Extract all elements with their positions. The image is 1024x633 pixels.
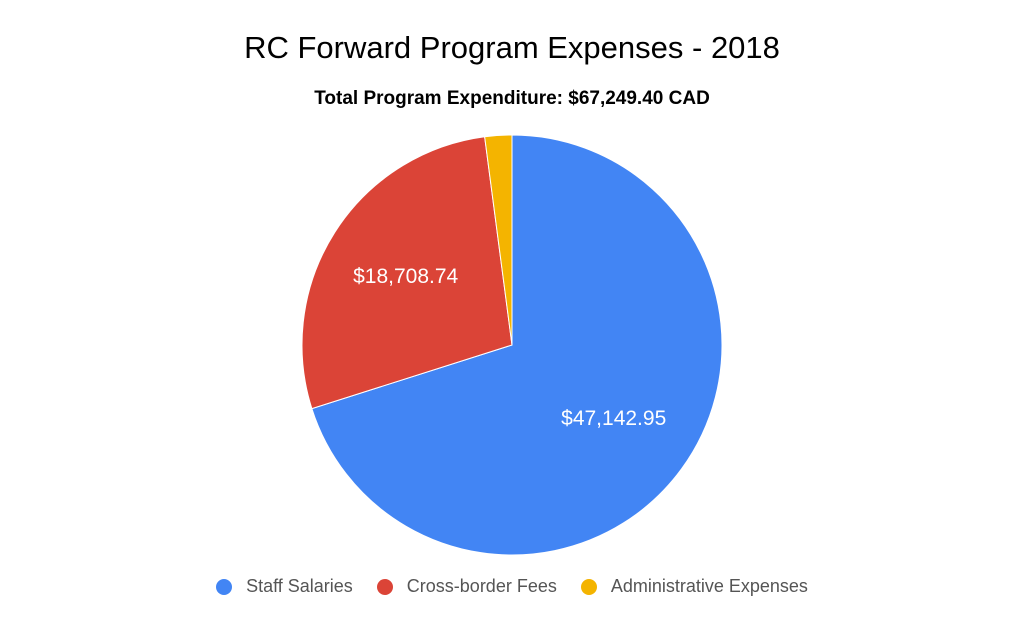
legend: Staff Salaries Cross-border Fees Adminis… bbox=[0, 576, 1024, 597]
legend-label-cross-border-fees: Cross-border Fees bbox=[406, 576, 557, 596]
legend-swatch-cross-border-fees bbox=[376, 578, 393, 595]
pie-slice-administrative-expenses[interactable] bbox=[484, 134, 513, 346]
legend-item-cross-border-fees[interactable]: Cross-border Fees bbox=[376, 576, 557, 597]
legend-item-administrative-expenses[interactable]: Administrative Expenses bbox=[580, 576, 808, 597]
legend-swatch-administrative-expenses bbox=[580, 578, 597, 595]
legend-swatch-staff-salaries bbox=[216, 578, 233, 595]
legend-label-staff-salaries: Staff Salaries bbox=[246, 576, 353, 596]
chart-subtitle: Total Program Expenditure: $67,249.40 CA… bbox=[314, 88, 710, 109]
slice-label-cross-border-fees: $18,708.74 bbox=[353, 265, 458, 288]
pie-slice-staff-salaries[interactable] bbox=[311, 134, 723, 556]
slice-label-staff-salaries: $47,142.95 bbox=[561, 407, 666, 430]
pie-slice-cross-border-fees[interactable] bbox=[301, 136, 513, 410]
chart-title: RC Forward Program Expenses - 2018 bbox=[244, 30, 780, 65]
legend-item-staff-salaries[interactable]: Staff Salaries bbox=[216, 576, 353, 597]
legend-label-administrative-expenses: Administrative Expenses bbox=[610, 576, 808, 596]
